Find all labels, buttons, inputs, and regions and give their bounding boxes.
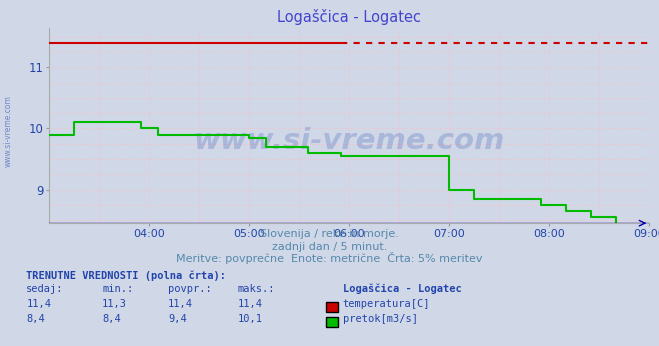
- Text: Logaščica - Logatec: Logaščica - Logatec: [343, 284, 461, 294]
- Text: TRENUTNE VREDNOSTI (polna črta):: TRENUTNE VREDNOSTI (polna črta):: [26, 270, 226, 281]
- Text: www.si-vreme.com: www.si-vreme.com: [194, 127, 505, 155]
- Title: Logaščica - Logatec: Logaščica - Logatec: [277, 9, 421, 25]
- Text: pretok[m3/s]: pretok[m3/s]: [343, 315, 418, 325]
- Text: sedaj:: sedaj:: [26, 284, 64, 294]
- Text: 11,4: 11,4: [26, 299, 51, 309]
- Text: www.si-vreme.com: www.si-vreme.com: [3, 95, 13, 167]
- Text: min.:: min.:: [102, 284, 133, 294]
- Text: povpr.:: povpr.:: [168, 284, 212, 294]
- Text: 11,4: 11,4: [237, 299, 262, 309]
- Text: maks.:: maks.:: [237, 284, 275, 294]
- Text: Slovenija / reke in morje.: Slovenija / reke in morje.: [260, 229, 399, 239]
- Text: zadnji dan / 5 minut.: zadnji dan / 5 minut.: [272, 242, 387, 252]
- Text: 9,4: 9,4: [168, 315, 186, 325]
- Text: 10,1: 10,1: [237, 315, 262, 325]
- Text: 11,3: 11,3: [102, 299, 127, 309]
- Text: 11,4: 11,4: [168, 299, 193, 309]
- Text: Meritve: povprečne  Enote: metrične  Črta: 5% meritev: Meritve: povprečne Enote: metrične Črta:…: [176, 252, 483, 264]
- Text: 8,4: 8,4: [102, 315, 121, 325]
- Text: temperatura[C]: temperatura[C]: [343, 299, 430, 309]
- Text: 8,4: 8,4: [26, 315, 45, 325]
